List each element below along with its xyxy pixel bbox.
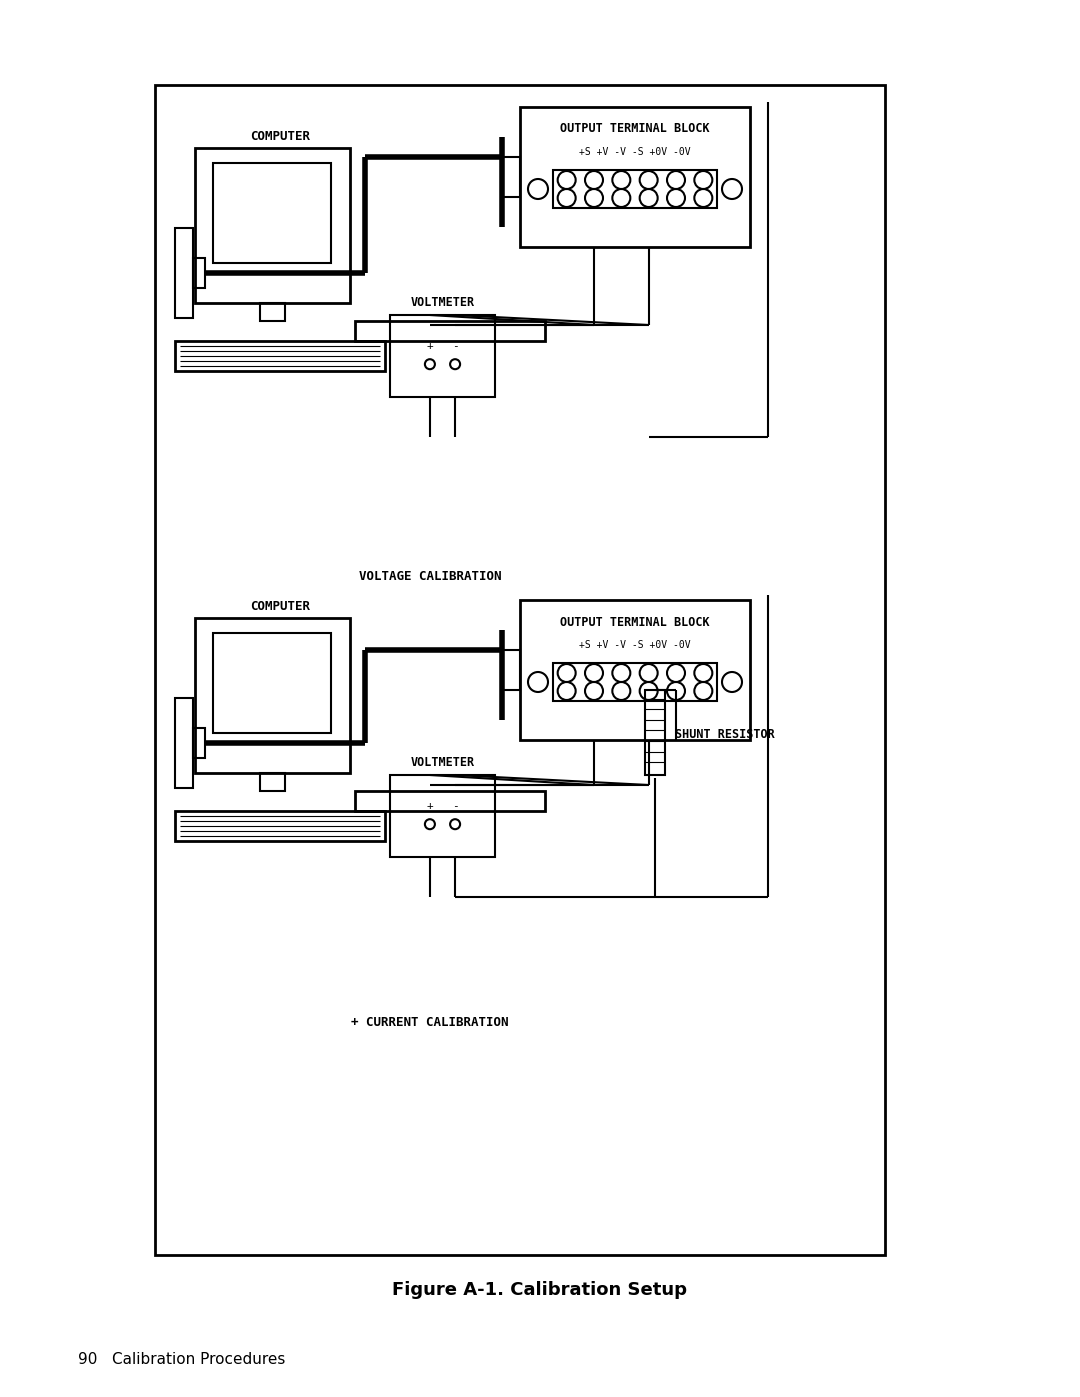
Text: -: -: [451, 341, 459, 351]
Text: +S +V -V -S +0V -0V: +S +V -V -S +0V -0V: [579, 147, 691, 156]
Bar: [553, 664, 717, 701]
Text: COMPUTER: COMPUTER: [249, 130, 310, 142]
Bar: [502, 156, 519, 197]
Bar: [213, 163, 330, 263]
Text: VOLTMETER: VOLTMETER: [410, 296, 474, 310]
Text: + CURRENT CALIBRATION: + CURRENT CALIBRATION: [351, 1016, 509, 1028]
Bar: [519, 599, 750, 740]
Bar: [175, 698, 193, 788]
Text: 90   Calibration Procedures: 90 Calibration Procedures: [78, 1352, 285, 1368]
Text: COMPUTER: COMPUTER: [249, 599, 310, 612]
Bar: [175, 341, 384, 372]
Bar: [195, 617, 350, 773]
Text: +S +V -V -S +0V -0V: +S +V -V -S +0V -0V: [579, 640, 691, 650]
Bar: [390, 775, 495, 856]
Bar: [195, 148, 350, 303]
Bar: [193, 258, 205, 288]
Bar: [355, 321, 545, 341]
Text: OUTPUT TERMINAL BLOCK: OUTPUT TERMINAL BLOCK: [561, 616, 710, 629]
Bar: [519, 108, 750, 247]
Text: +: +: [427, 800, 433, 812]
Bar: [390, 314, 495, 397]
Bar: [645, 690, 665, 775]
Text: SHUNT RESISTOR: SHUNT RESISTOR: [675, 728, 774, 740]
Text: VOLTMETER: VOLTMETER: [410, 757, 474, 770]
Text: VOLTAGE CALIBRATION: VOLTAGE CALIBRATION: [359, 570, 501, 584]
Bar: [260, 773, 285, 791]
Text: -: -: [451, 800, 459, 812]
Bar: [502, 650, 519, 690]
Bar: [553, 170, 717, 208]
Bar: [213, 633, 330, 733]
Bar: [175, 228, 193, 319]
Text: OUTPUT TERMINAL BLOCK: OUTPUT TERMINAL BLOCK: [561, 123, 710, 136]
Text: +: +: [427, 341, 433, 351]
Bar: [260, 303, 285, 321]
Bar: [355, 791, 545, 812]
Bar: [193, 728, 205, 759]
Bar: [175, 812, 384, 841]
Bar: [156, 85, 885, 1255]
Text: Figure A-1. Calibration Setup: Figure A-1. Calibration Setup: [392, 1281, 688, 1299]
